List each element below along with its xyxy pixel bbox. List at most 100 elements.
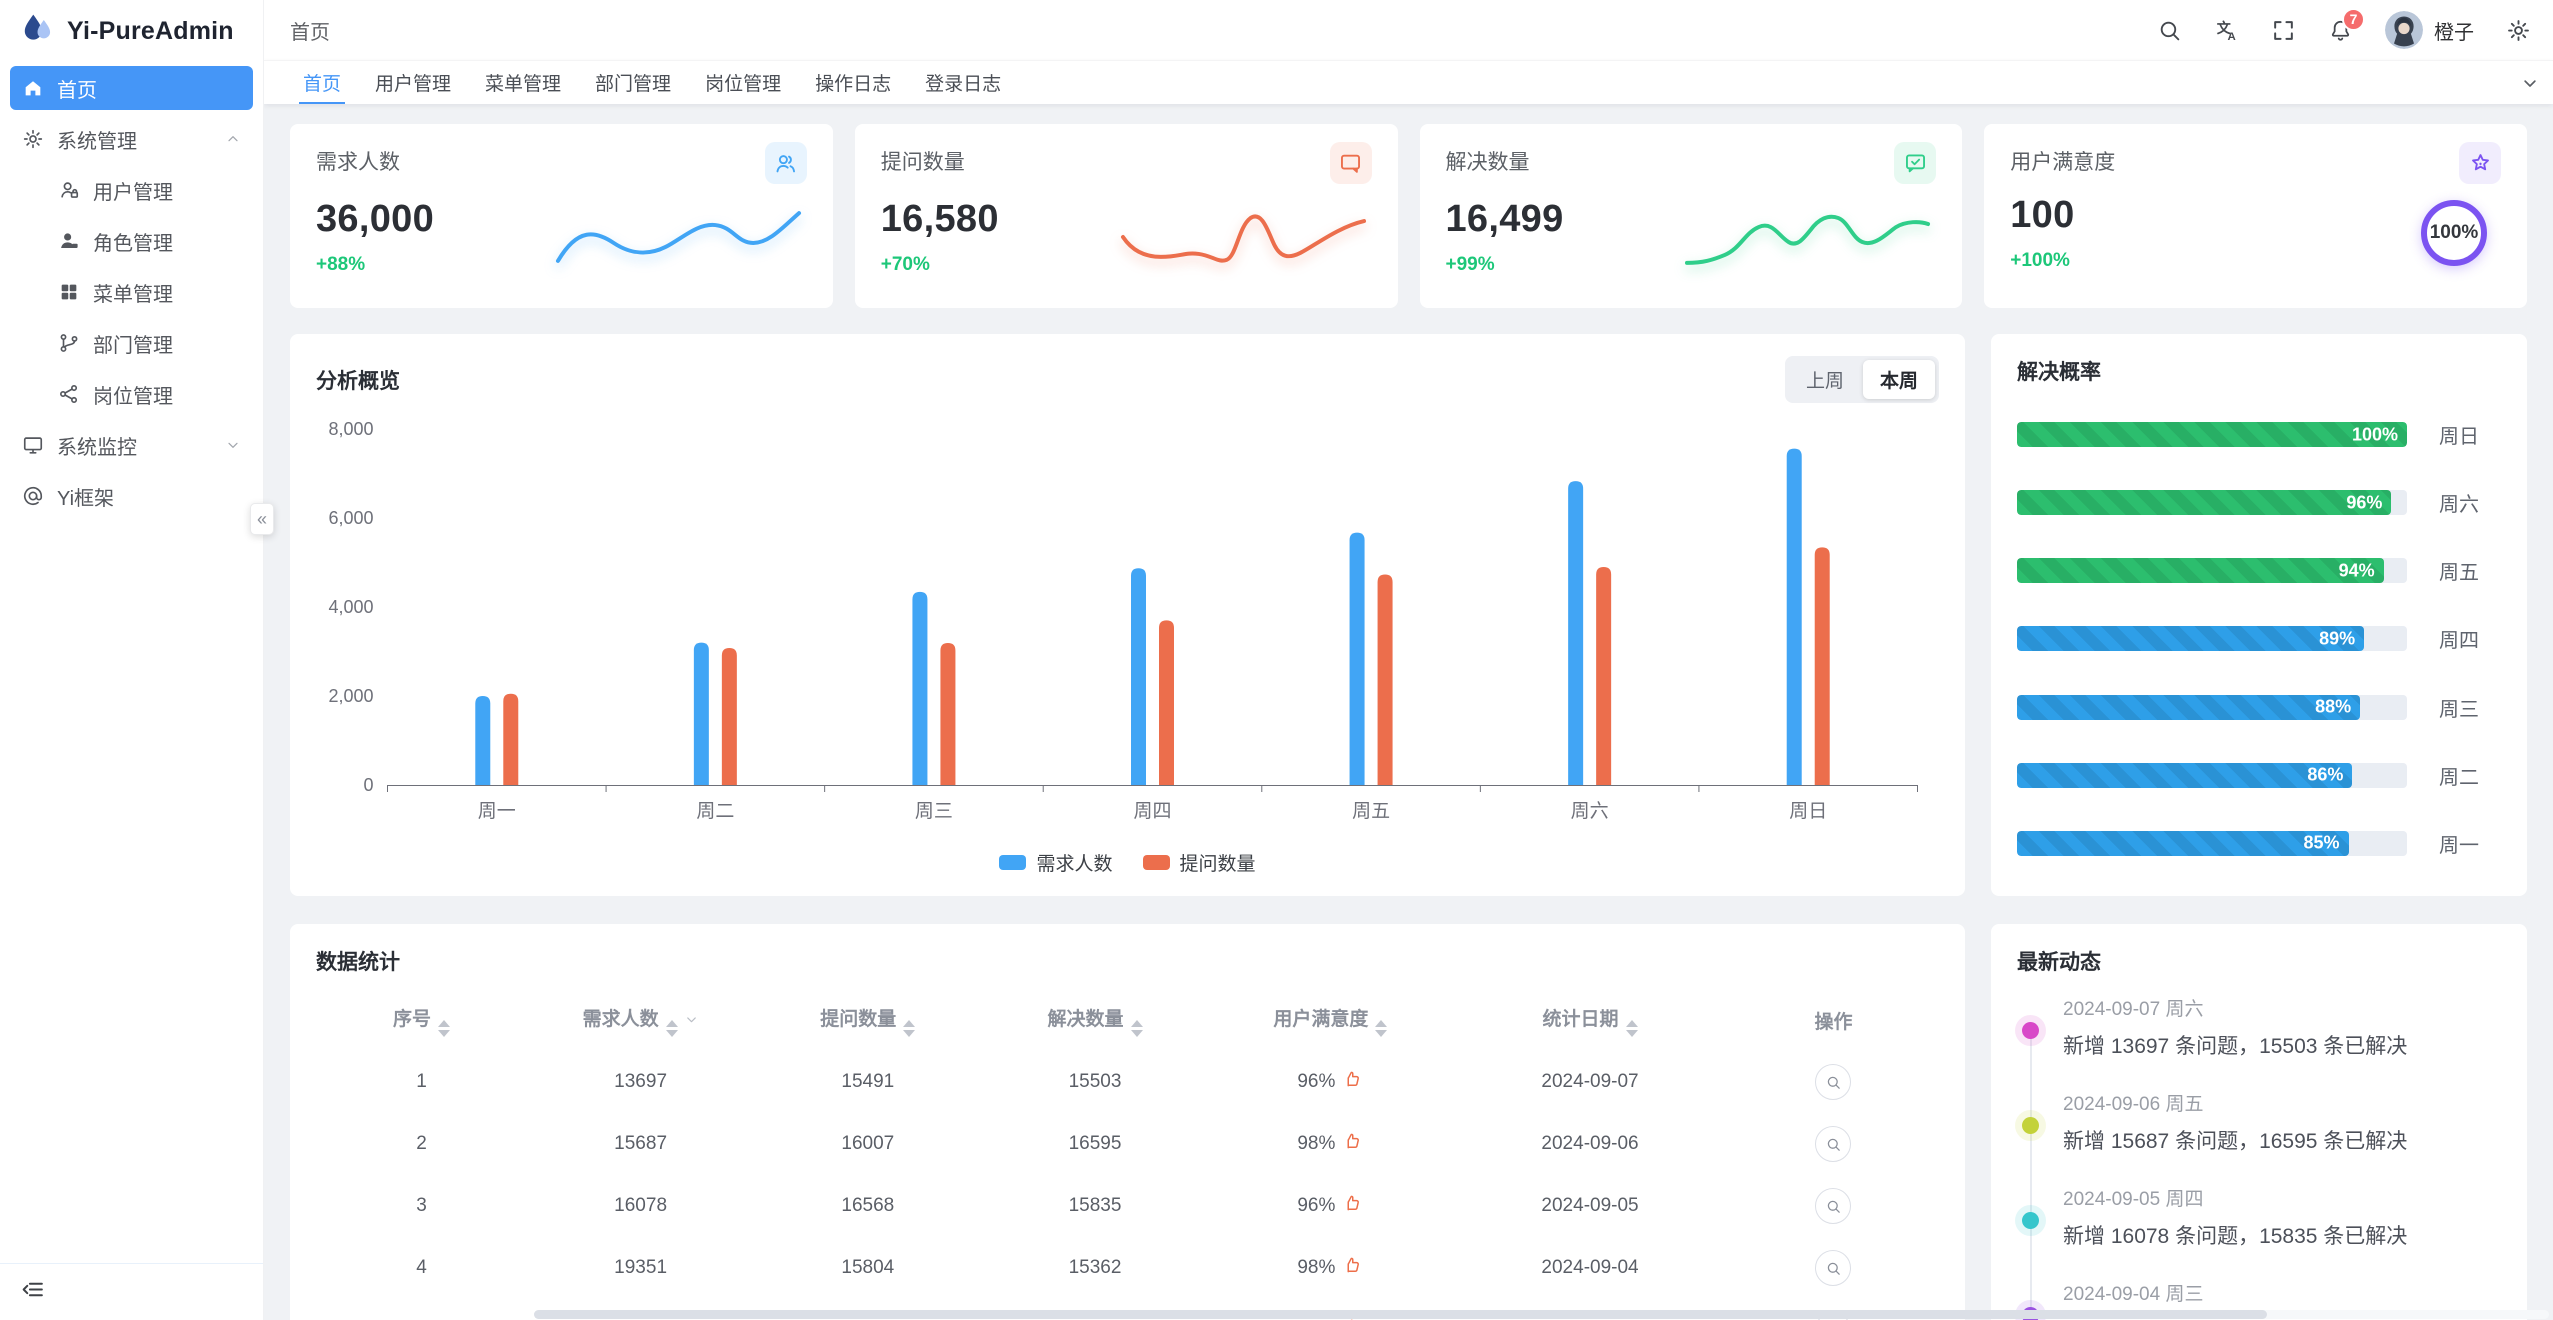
sidebar-item-yi-framework[interactable]: Yi框架 <box>10 474 253 518</box>
tab-menu-mgmt[interactable]: 菜单管理 <box>468 61 578 104</box>
progress-percent-label: 88% <box>2315 696 2352 717</box>
sparkline-orange <box>1120 214 1366 263</box>
sidebar-item-label: Yi框架 <box>57 487 115 510</box>
row-view-button[interactable] <box>1815 1188 1852 1224</box>
tabs: 首页 用户管理 菜单管理 部门管理 岗位管理 操作日志 登录日志 <box>286 61 1018 104</box>
sidebar-item-system-mgmt[interactable]: 系统管理 <box>10 117 253 161</box>
cell-satisfaction: 96% <box>1297 1069 1363 1095</box>
cell-demand: 19351 <box>614 1257 668 1278</box>
progress-percent-label: 85% <box>2303 832 2340 853</box>
table-header-需求人数[interactable]: 需求人数 <box>527 982 754 1051</box>
sort-caret-icon[interactable] <box>1625 1020 1638 1037</box>
progress-track: 85% <box>2017 830 2407 856</box>
toggle-option[interactable]: 本周 <box>1862 360 1935 399</box>
table-header-解决数量[interactable]: 解决数量 <box>981 982 1208 1051</box>
sidebar-item-dept-mgmt[interactable]: 部门管理 <box>10 321 253 365</box>
sidebar-item-home[interactable]: 首页 <box>10 66 253 110</box>
tab-dept-mgmt[interactable]: 部门管理 <box>578 61 688 104</box>
row-view-button[interactable] <box>1815 1250 1852 1286</box>
stat-cards-row: 需求人数 36,000 +88% 提问数量 16,580 +70% 解决数量 16,499 +9… <box>290 124 2527 308</box>
chart-legend: 需求人数 提问数量 <box>316 849 1939 876</box>
tab-label: 菜单管理 <box>485 74 562 95</box>
stat-card-title: 解决数量 <box>1445 151 1530 174</box>
thumb-up-icon <box>1343 1069 1363 1095</box>
users-icon <box>764 142 807 184</box>
data-statistics-panel: 数据统计 序号 需求人数 提问数量 解决数量 用户满意度 统计日期 操作 1 13697 154… <box>290 924 1965 1320</box>
sidebar-item-post-mgmt[interactable]: 岗位管理 <box>10 372 253 416</box>
fullscreen-icon[interactable] <box>2271 18 2296 43</box>
sparkline-green <box>1685 214 1931 265</box>
column-label: 操作 <box>1814 1012 1853 1033</box>
sidebar-collapse-handle[interactable]: « <box>250 503 274 535</box>
sidebar-item-user-mgmt[interactable]: 用户管理 <box>10 168 253 212</box>
solve-rate-row: 100% 周日 <box>2017 420 2501 449</box>
analysis-title: 分析概览 <box>316 369 400 393</box>
legend-item[interactable]: 需求人数 <box>999 849 1113 876</box>
sidebar-item-label: 系统管理 <box>57 130 137 153</box>
tab-label: 部门管理 <box>595 74 672 95</box>
legend-label: 提问数量 <box>1179 854 1256 875</box>
sidebar-item-menu-mgmt[interactable]: 菜单管理 <box>10 270 253 314</box>
tab-post-mgmt[interactable]: 岗位管理 <box>688 61 798 104</box>
gear-icon <box>22 128 44 150</box>
progress-day-label: 周一 <box>2439 834 2479 857</box>
horizontal-scrollbar-thumb[interactable] <box>534 1310 2267 1319</box>
user-icon <box>58 179 80 201</box>
table-header-用户满意度[interactable]: 用户满意度 <box>1209 982 1452 1051</box>
sidebar-item-label: 部门管理 <box>93 334 173 357</box>
toggle-option[interactable]: 上周 <box>1805 371 1844 392</box>
progress-day-label: 周四 <box>2439 630 2479 653</box>
row-view-button[interactable] <box>1815 1064 1852 1100</box>
sort-caret-icon[interactable] <box>438 1020 450 1037</box>
sidebar-item-role-mgmt[interactable]: 角色管理 <box>10 219 253 263</box>
legend-swatch <box>999 855 1027 870</box>
sort-caret-icon[interactable] <box>665 1020 678 1037</box>
row-view-button[interactable] <box>1815 1126 1852 1162</box>
cell-index: 3 <box>416 1195 427 1216</box>
progress-fill: 88% <box>2017 694 2361 720</box>
sort-caret-icon[interactable] <box>1375 1020 1388 1037</box>
timeline-date: 2024-09-06 周五 <box>2063 1094 2204 1115</box>
tabs-dropdown-chevron-icon[interactable] <box>2507 61 2553 104</box>
tab-home[interactable]: 首页 <box>286 61 358 104</box>
table-header-提问数量[interactable]: 提问数量 <box>754 982 981 1051</box>
sidebar-item-system-monitor[interactable]: 系统监控 <box>10 423 253 467</box>
settings-gear-icon[interactable] <box>2506 18 2531 43</box>
tab-user-mgmt[interactable]: 用户管理 <box>358 61 468 104</box>
satisfaction-ring-label: 100% <box>2429 222 2479 243</box>
bell-icon[interactable]: 7 <box>2328 7 2365 43</box>
chat-icon <box>1329 142 1372 184</box>
stat-card-value: 36,000 <box>316 198 435 240</box>
satisfaction-ring: 100% <box>2421 200 2487 266</box>
cell-questions: 15491 <box>841 1071 895 1092</box>
avatar <box>2385 11 2423 49</box>
svg-text:周六: 周六 <box>1571 800 1609 822</box>
svg-text:周三: 周三 <box>915 801 953 822</box>
progress-track: 88% <box>2017 694 2407 720</box>
user-menu[interactable]: 橙子 <box>2385 11 2474 49</box>
data-statistics-title: 数据统计 <box>316 951 400 974</box>
progress-percent-label: 86% <box>2307 764 2344 785</box>
sort-caret-icon[interactable] <box>903 1020 916 1037</box>
svg-text:0: 0 <box>363 775 373 795</box>
breadcrumb[interactable]: 首页 <box>290 21 330 44</box>
sidebar-item-label: 角色管理 <box>93 232 173 255</box>
cell-index: 4 <box>416 1257 427 1278</box>
filter-chevron-down-icon[interactable] <box>684 1012 699 1027</box>
table-header-统计日期[interactable]: 统计日期 <box>1452 982 1728 1051</box>
tab-op-log[interactable]: 操作日志 <box>798 61 908 104</box>
progress-track: 94% <box>2017 558 2407 584</box>
table-header-序号[interactable]: 序号 <box>316 982 527 1051</box>
legend-label: 需求人数 <box>1036 854 1113 875</box>
sort-caret-icon[interactable] <box>1130 1020 1143 1037</box>
tab-login-log[interactable]: 登录日志 <box>908 61 1018 104</box>
cell-satisfaction: 96% <box>1297 1193 1363 1219</box>
search-icon[interactable] <box>2157 18 2182 43</box>
at-icon <box>22 485 44 507</box>
fold-sidebar-icon[interactable] <box>20 1277 45 1307</box>
cell-questions: 16007 <box>841 1133 895 1154</box>
logo[interactable]: Yi-PureAdmin <box>0 0 263 62</box>
legend-item[interactable]: 提问数量 <box>1142 849 1256 876</box>
cell-demand: 16078 <box>614 1195 668 1216</box>
